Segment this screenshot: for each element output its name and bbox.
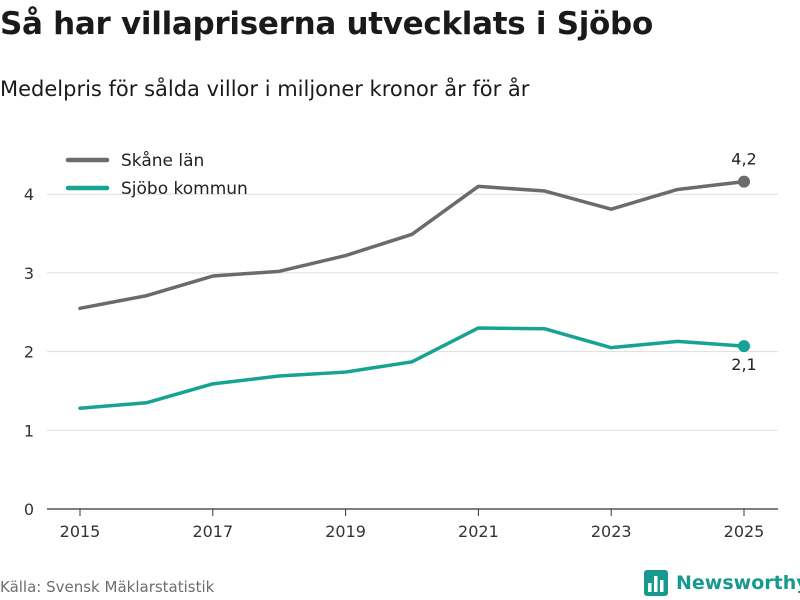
bar-chart-logo-icon: [644, 570, 668, 596]
legend-label: Skåne län: [121, 150, 204, 171]
y-tick-label: 0: [24, 500, 34, 519]
source-note: Källa: Svensk Mäklarstatistik: [0, 578, 215, 596]
chart-subtitle: Medelpris för sålda villor i miljoner kr…: [0, 77, 530, 101]
chart-title: Så har villapriserna utvecklats i Sjöbo: [0, 6, 653, 42]
x-tick-label: 2023: [591, 522, 632, 541]
y-tick-label: 3: [24, 264, 34, 283]
series-line: [78, 179, 746, 311]
end-value-label: 4,2: [731, 150, 756, 169]
line-chart: 0 1 2 3 4 2015 2017 2019 2021 2023 2025 4,2 2,1 Skåne…: [24, 150, 778, 541]
end-value-label: 2,1: [731, 355, 756, 374]
x-tick-label: 2015: [60, 522, 101, 541]
series-end-marker: [738, 175, 750, 188]
brand-name: Newsworthy: [676, 572, 800, 594]
series-line: [78, 326, 746, 411]
x-tick-label: 2019: [325, 522, 366, 541]
y-tick-label: 2: [24, 343, 34, 362]
series-end-marker: [738, 340, 750, 353]
y-tick-label: 1: [24, 421, 34, 440]
y-tick-label: 4: [24, 185, 34, 204]
legend-label: Sjöbo kommun: [121, 179, 248, 199]
brand-logo: Newsworthy: [644, 570, 800, 596]
x-tick-label: 2025: [724, 522, 765, 541]
x-tick-label: 2017: [192, 522, 233, 541]
x-tick-label: 2021: [458, 522, 499, 541]
